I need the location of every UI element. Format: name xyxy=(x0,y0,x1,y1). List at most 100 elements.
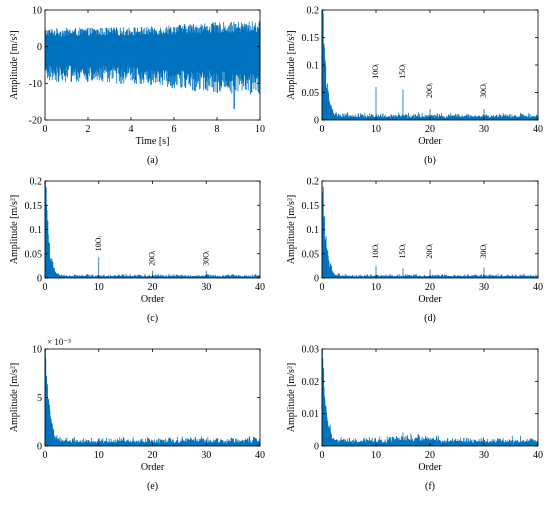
order-annotation: 10Oᵢ xyxy=(371,63,380,79)
x-tick-label: 10 xyxy=(371,124,381,135)
panel-f: 0 10 20 30 40 0 0.01 0.02 0.03 Order Amplitude [m/… xyxy=(286,345,543,493)
axes-box-f xyxy=(321,348,539,447)
x-axis-label: Order xyxy=(418,136,442,147)
x-tick-label: 20 xyxy=(148,282,158,293)
x-tick-label: 10 xyxy=(255,124,265,135)
panel-label: (f) xyxy=(425,481,435,492)
panel-b: 0 10 20 30 40 0 0.05 0.1 0.15 0.2 Order Amplitude [… xyxy=(286,6,543,167)
y-tick-label: 0 xyxy=(37,442,42,453)
y-tick-label: 0.15 xyxy=(25,201,43,212)
x-axis-label: Order xyxy=(418,462,442,473)
y-tick-label: 0.05 xyxy=(302,88,320,99)
panel-label: (e) xyxy=(147,481,158,492)
y-tick-label: 5 xyxy=(37,393,42,404)
x-tick-label: 40 xyxy=(255,282,265,293)
x-tick-label: 30 xyxy=(479,124,489,135)
y-tick-label: 0.15 xyxy=(302,33,320,44)
y-tick-label: 0.15 xyxy=(302,201,320,212)
x-tick-label: 20 xyxy=(148,450,158,461)
order-annotation: 15Oᵢ xyxy=(398,63,407,79)
y-tick-label: 0 xyxy=(314,442,319,453)
x-tick-label: 10 xyxy=(94,450,104,461)
panel-c: 0 10 20 30 40 0 0.05 0.1 0.15 0.2 Order Amplitude [… xyxy=(9,177,265,325)
x-tick-label: 10 xyxy=(371,450,381,461)
axes-box-d xyxy=(321,180,539,279)
order-annotation: 30Oᵢ xyxy=(479,243,488,259)
y-axis-label: Amplitude [m/s²] xyxy=(9,30,20,99)
order-annotation: 10Oᵢ xyxy=(94,236,103,252)
axes-box-a xyxy=(44,9,261,121)
x-tick-label: 40 xyxy=(255,450,265,461)
x-tick-label: 0 xyxy=(43,124,48,135)
y-tick-label: 10 xyxy=(32,345,42,356)
x-axis-label: Order xyxy=(141,462,165,473)
y-tick-label: 0.2 xyxy=(30,177,43,188)
signal-trace-a xyxy=(44,21,261,109)
y-tick-label: 0.02 xyxy=(302,377,320,388)
x-tick-label: 6 xyxy=(172,124,177,135)
x-tick-label: 10 xyxy=(94,282,104,293)
y-tick-label: 0.1 xyxy=(307,61,320,72)
y-axis-label: Amplitude [m/s²] xyxy=(9,195,20,264)
y-tick-label: 0.03 xyxy=(302,345,320,356)
signal-trace-e xyxy=(44,349,261,446)
panel-d: 0 10 20 30 40 0 0.05 0.1 0.15 0.2 Order Amplitude [… xyxy=(286,177,543,325)
order-annotation: 30Oᵢ xyxy=(201,250,210,266)
x-tick-label: 30 xyxy=(479,450,489,461)
signal-trace-d xyxy=(321,181,539,278)
axes-box-b xyxy=(321,9,539,121)
x-axis-label: Order xyxy=(418,294,442,305)
order-annotation: 30Oᵢ xyxy=(479,82,488,98)
y-tick-label: 0.2 xyxy=(307,177,320,188)
order-annotation: 20Oᵢ xyxy=(148,250,157,266)
order-annotation: 20Oᵢ xyxy=(425,243,434,259)
order-annotation: 15Oᵢ xyxy=(398,243,407,259)
order-annotation: 10Oᵢ xyxy=(371,243,380,259)
y-tick-label: 0 xyxy=(314,116,319,127)
y-axis-label: Amplitude [m/s²] xyxy=(286,195,297,264)
panel-e: 0 10 20 30 40 0 5 10 × 10⁻³ Order Amplitude [m/s²]… xyxy=(9,337,265,492)
y-tick-label: 0.1 xyxy=(307,225,320,236)
x-tick-label: 30 xyxy=(479,282,489,293)
x-tick-label: 0 xyxy=(320,282,325,293)
x-tick-label: 30 xyxy=(201,282,211,293)
x-tick-label: 8 xyxy=(215,124,220,135)
axis-multiplier: × 10⁻³ xyxy=(47,337,71,347)
y-tick-label: -20 xyxy=(29,116,42,127)
panel-label: (d) xyxy=(424,313,436,324)
panel-label: (b) xyxy=(424,155,436,166)
y-tick-label: 0.05 xyxy=(25,249,43,260)
x-axis-label: Order xyxy=(141,294,165,305)
x-tick-label: 20 xyxy=(425,450,435,461)
y-axis-label: Amplitude [m/s²] xyxy=(286,30,297,99)
panel-label: (c) xyxy=(147,313,158,324)
panel-a: 0 2 4 6 8 10 -20 -10 0 10 Time [s] Amplitude [m/s²]… xyxy=(9,6,265,167)
x-tick-label: 30 xyxy=(201,450,211,461)
x-tick-label: 0 xyxy=(43,282,48,293)
axes-box-e xyxy=(44,348,261,447)
y-tick-label: 0 xyxy=(37,274,42,285)
y-tick-label: 0.05 xyxy=(302,249,320,260)
x-tick-label: 40 xyxy=(533,450,543,461)
x-tick-label: 10 xyxy=(371,282,381,293)
x-tick-label: 2 xyxy=(86,124,91,135)
x-tick-label: 4 xyxy=(129,124,134,135)
y-tick-label: 0 xyxy=(314,274,319,285)
x-tick-label: 20 xyxy=(425,282,435,293)
signal-trace-f xyxy=(321,349,539,446)
y-tick-label: -10 xyxy=(29,79,42,90)
y-tick-label: 10 xyxy=(32,6,42,17)
x-tick-label: 20 xyxy=(425,124,435,135)
y-tick-label: 0.01 xyxy=(302,409,320,420)
x-tick-label: 0 xyxy=(320,124,325,135)
y-tick-label: 0.2 xyxy=(307,6,320,17)
x-tick-label: 0 xyxy=(320,450,325,461)
panel-label: (a) xyxy=(147,155,158,166)
x-tick-label: 40 xyxy=(533,124,543,135)
signal-trace-b xyxy=(321,10,539,120)
x-tick-label: 0 xyxy=(43,450,48,461)
x-axis-label: Time [s] xyxy=(136,136,170,147)
x-tick-label: 40 xyxy=(533,282,543,293)
y-axis-label: Amplitude [m/s²] xyxy=(286,363,297,432)
